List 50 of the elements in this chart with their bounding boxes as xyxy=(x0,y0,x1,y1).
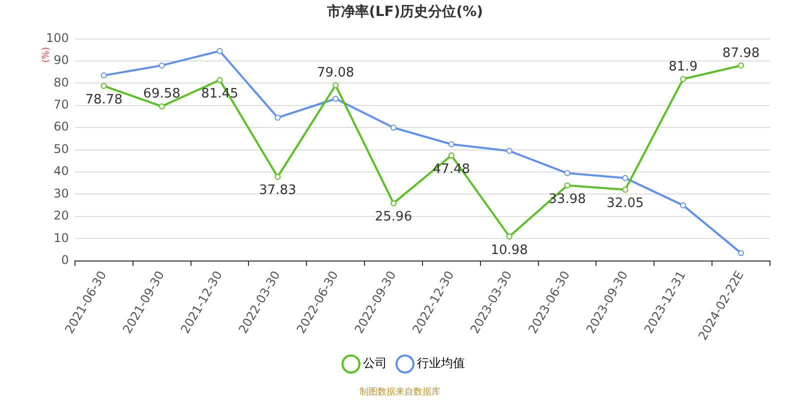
data-label: 33.98 xyxy=(548,192,586,207)
data-label: 69.58 xyxy=(143,86,180,102)
data-label: 37.83 xyxy=(259,183,296,198)
point xyxy=(680,76,686,82)
data-label: 32.05 xyxy=(606,196,644,212)
y-tick-label: 20 xyxy=(54,208,69,223)
y-tick-label: 40 xyxy=(54,164,69,178)
data-label: 79.08 xyxy=(316,66,354,81)
y-tick-label: 10 xyxy=(54,230,69,245)
point xyxy=(506,233,512,240)
data-label: 87.98 xyxy=(722,46,760,61)
y-tick-label: 90 xyxy=(54,53,69,68)
point xyxy=(448,152,454,158)
data-label: 78.78 xyxy=(85,92,122,108)
point xyxy=(216,48,223,54)
data-label: 81.9 xyxy=(668,59,698,74)
y-tick-label: 60 xyxy=(54,120,69,134)
point xyxy=(332,96,339,102)
point xyxy=(274,114,281,121)
point xyxy=(274,174,281,180)
y-tick-label: 80 xyxy=(54,75,69,90)
point xyxy=(738,62,744,68)
legend-label: 公司 xyxy=(363,356,387,370)
point xyxy=(158,103,165,110)
y-tick-label: 0 xyxy=(61,252,69,267)
point xyxy=(448,141,454,148)
point xyxy=(622,175,628,182)
data-label: 25.96 xyxy=(374,210,412,225)
point xyxy=(390,124,396,131)
text: 制图数据来自数据库 xyxy=(360,386,440,398)
point xyxy=(622,186,628,193)
point xyxy=(100,82,107,89)
y-tick-label: 50 xyxy=(54,142,69,156)
point xyxy=(506,148,512,154)
point xyxy=(564,170,570,176)
point xyxy=(680,202,686,208)
point xyxy=(100,72,107,78)
point xyxy=(390,200,396,206)
point xyxy=(738,250,744,256)
y-axis-title: (%) xyxy=(41,47,52,63)
y-tick-label: 30 xyxy=(54,186,69,200)
point xyxy=(158,62,165,68)
legend-label: 行业均值 xyxy=(417,356,465,370)
point xyxy=(216,76,223,83)
data-label: 10.98 xyxy=(490,242,528,258)
point xyxy=(332,82,339,88)
y-tick-label: 70 xyxy=(54,98,69,112)
chart-title: 市净率(LF)历史分位(%) xyxy=(326,3,484,20)
point xyxy=(564,182,570,188)
y-tick-label: 100 xyxy=(46,30,69,45)
